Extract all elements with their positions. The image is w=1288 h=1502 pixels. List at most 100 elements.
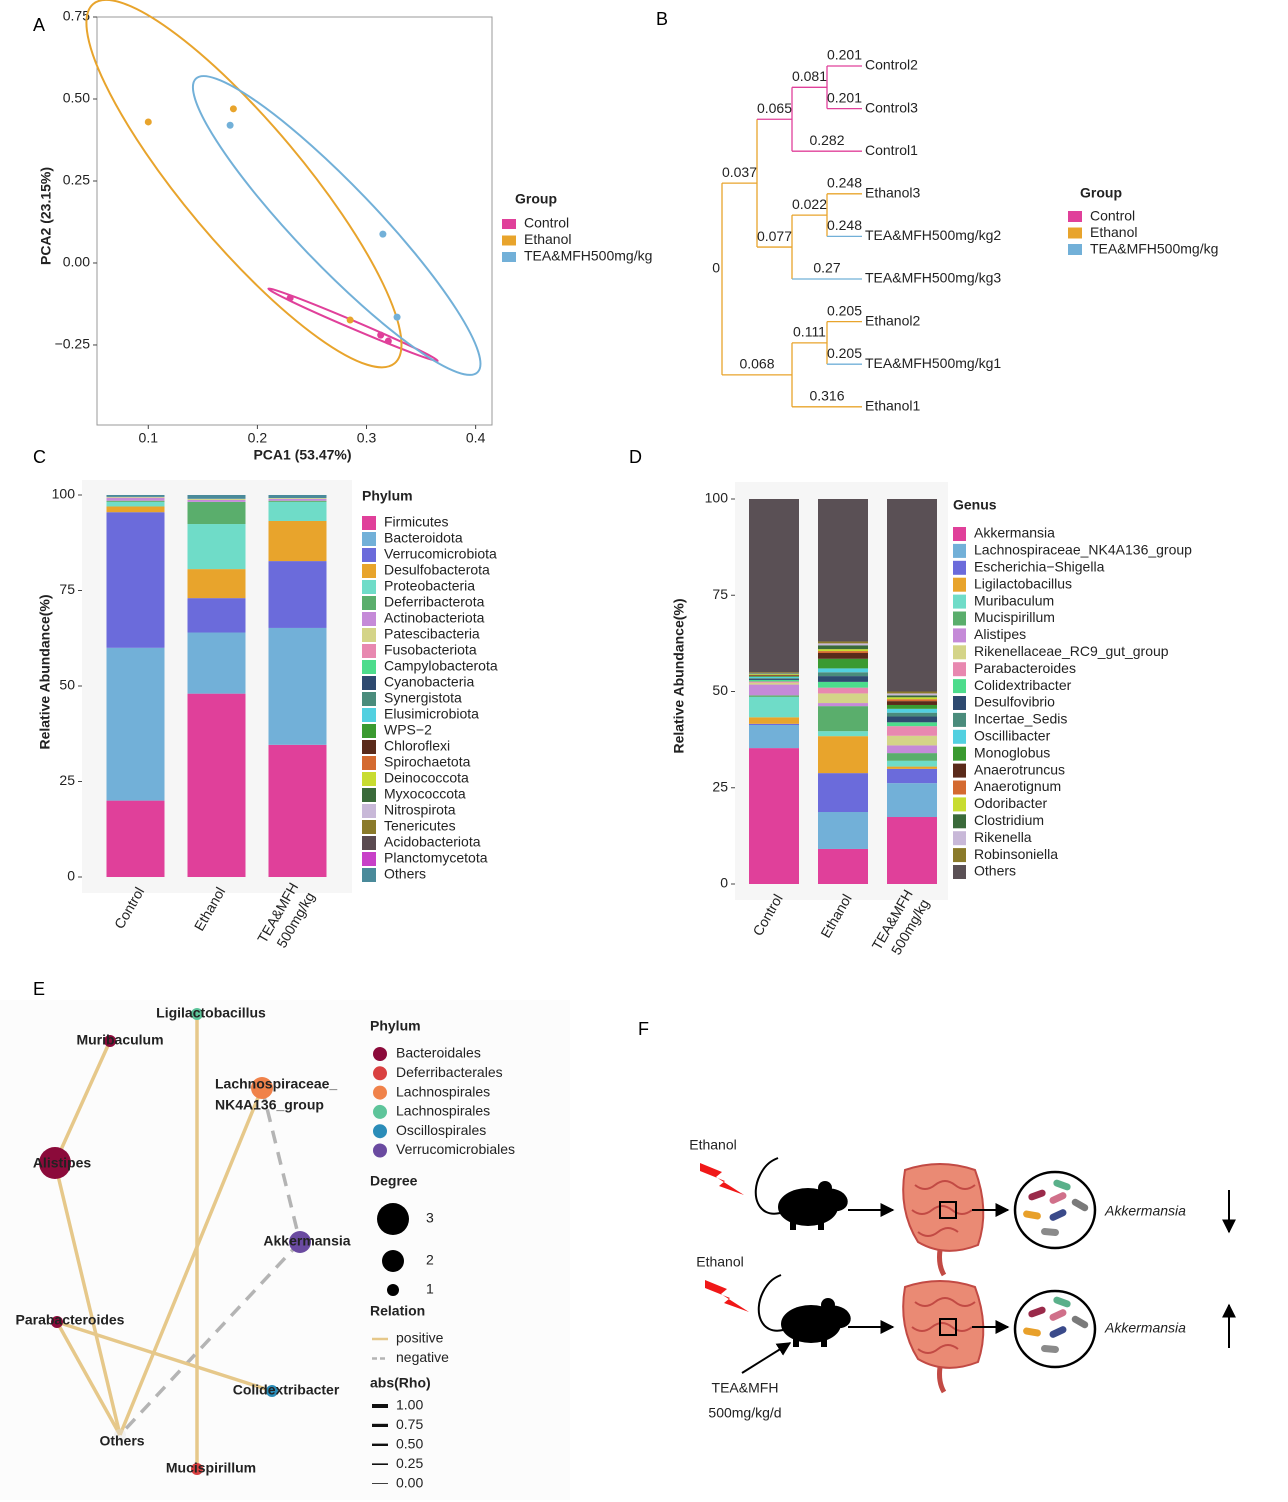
legend-title: Group: [515, 191, 557, 207]
x-axis-label: PCA1 (53.47%): [253, 447, 351, 463]
legend-label: Spirochaetota: [384, 754, 471, 770]
legend-label: Elusimicrobiota: [384, 706, 479, 722]
bacterium: [1071, 1198, 1089, 1212]
bar-segment: [106, 495, 165, 497]
node-label: Others: [99, 1433, 144, 1449]
legend-label: Lachnospirales: [396, 1083, 490, 1099]
bar-segment: [749, 678, 799, 679]
legend-key: [362, 708, 376, 722]
bar-segment: [749, 672, 799, 674]
legend-label: Akkermansia: [974, 525, 1055, 541]
bar-segment: [887, 716, 937, 723]
panel-label: B: [656, 9, 668, 29]
legend-label: 1: [426, 1281, 434, 1297]
node-label: Mucispirillum: [166, 1460, 256, 1476]
node: [251, 1077, 273, 1099]
bar-segment: [749, 723, 799, 725]
legend-label: 2: [426, 1252, 434, 1268]
bar-segment: [749, 499, 799, 673]
point: [379, 230, 387, 238]
mouse-leg: [790, 1220, 796, 1230]
bar-segment: [749, 696, 799, 718]
leaf-label: Ethanol1: [865, 398, 920, 414]
zoom-box: [939, 1318, 957, 1336]
microbiota-circle: [1013, 1170, 1097, 1250]
legend-key: [362, 644, 376, 658]
point: [226, 121, 234, 129]
legend-title: Phylum: [370, 1018, 421, 1034]
bar-segment: [818, 731, 868, 737]
node: [104, 1035, 116, 1047]
bar-segment: [187, 498, 246, 500]
legend-label: Fusobacteriota: [384, 642, 477, 658]
node-label: Ligilactobacillus: [156, 1005, 266, 1021]
bar-segment: [887, 708, 937, 713]
y-tick-label: 25: [59, 772, 75, 788]
bar-segment: [887, 766, 937, 769]
legend-label: Lachnospirales: [396, 1103, 490, 1119]
y-tick-label: 75: [59, 581, 75, 597]
leaf-label: TEA&MFH500mg/kg1: [865, 355, 1001, 371]
bar-segment: [106, 500, 165, 502]
legend-key: [362, 612, 376, 626]
bar-segment: [268, 500, 327, 502]
mouse-ear: [818, 1181, 832, 1195]
branch-length: 0: [712, 260, 720, 276]
branch-length: 0.022: [792, 196, 827, 212]
legend-key: [953, 594, 966, 609]
bar-segment: [749, 724, 799, 749]
legend-key: [362, 804, 376, 818]
legend-key: [953, 577, 966, 592]
y-tick-label: 50: [712, 682, 728, 698]
point: [384, 337, 392, 345]
legend-title: abs(Rho): [370, 1375, 431, 1391]
legend-key: [953, 560, 966, 575]
legend-key: [373, 1066, 387, 1081]
legend-label: 0.50: [396, 1436, 423, 1452]
leaf-label: Control1: [865, 142, 918, 158]
node-label: Alistipes: [33, 1155, 92, 1171]
plot-frame: [96, 16, 493, 426]
legend-key: [1068, 244, 1082, 255]
node-label: Parabacteroides: [16, 1312, 125, 1328]
legend-key: [382, 1250, 404, 1272]
arrow: [741, 1342, 792, 1374]
y-tick-label: 0.50: [63, 90, 90, 106]
bar-segment: [818, 641, 868, 644]
legend-label: Desulfovibrio: [974, 694, 1055, 710]
legend-key: [953, 797, 966, 812]
legend-label: Acidobacteriota: [384, 834, 481, 850]
legend-key: [387, 1284, 399, 1296]
branch-length: 0.201: [827, 89, 862, 105]
legend-label: Oscillibacter: [974, 728, 1051, 744]
legend-key: [1068, 227, 1082, 239]
bar-segment: [749, 675, 799, 677]
legend-label: Parabacteroides: [974, 660, 1076, 676]
leaf-label: Ethanol2: [865, 312, 920, 328]
panel-label: D: [629, 447, 642, 467]
legend-key: [362, 820, 376, 834]
legend-label: 0.00: [396, 1474, 423, 1490]
bar-segment: [887, 691, 937, 694]
bar-segment: [818, 681, 868, 688]
node: [39, 1147, 71, 1179]
legend-title: Degree: [370, 1173, 418, 1189]
legend-title: Phylum: [362, 488, 413, 504]
branch-length: 0.081: [792, 68, 827, 84]
edge: [260, 1087, 302, 1243]
branch-length: 0.201: [827, 47, 862, 63]
node: [191, 1463, 203, 1475]
point: [377, 331, 385, 339]
mouse-tail: [757, 1274, 784, 1332]
bar-segment: [818, 658, 868, 669]
branch-length: 0.111: [793, 324, 826, 340]
legend-label: Others: [974, 863, 1016, 879]
bar-segment: [887, 699, 937, 702]
legend-label: Deferribacterota: [384, 594, 485, 610]
intestine-folds: [911, 1180, 976, 1237]
bar-segment: [887, 783, 937, 818]
leaf-label: TEA&MFH500mg/kg2: [865, 227, 1001, 243]
legend-key: [362, 868, 376, 882]
bar-segment: [187, 499, 246, 502]
legend-key: [953, 746, 966, 761]
